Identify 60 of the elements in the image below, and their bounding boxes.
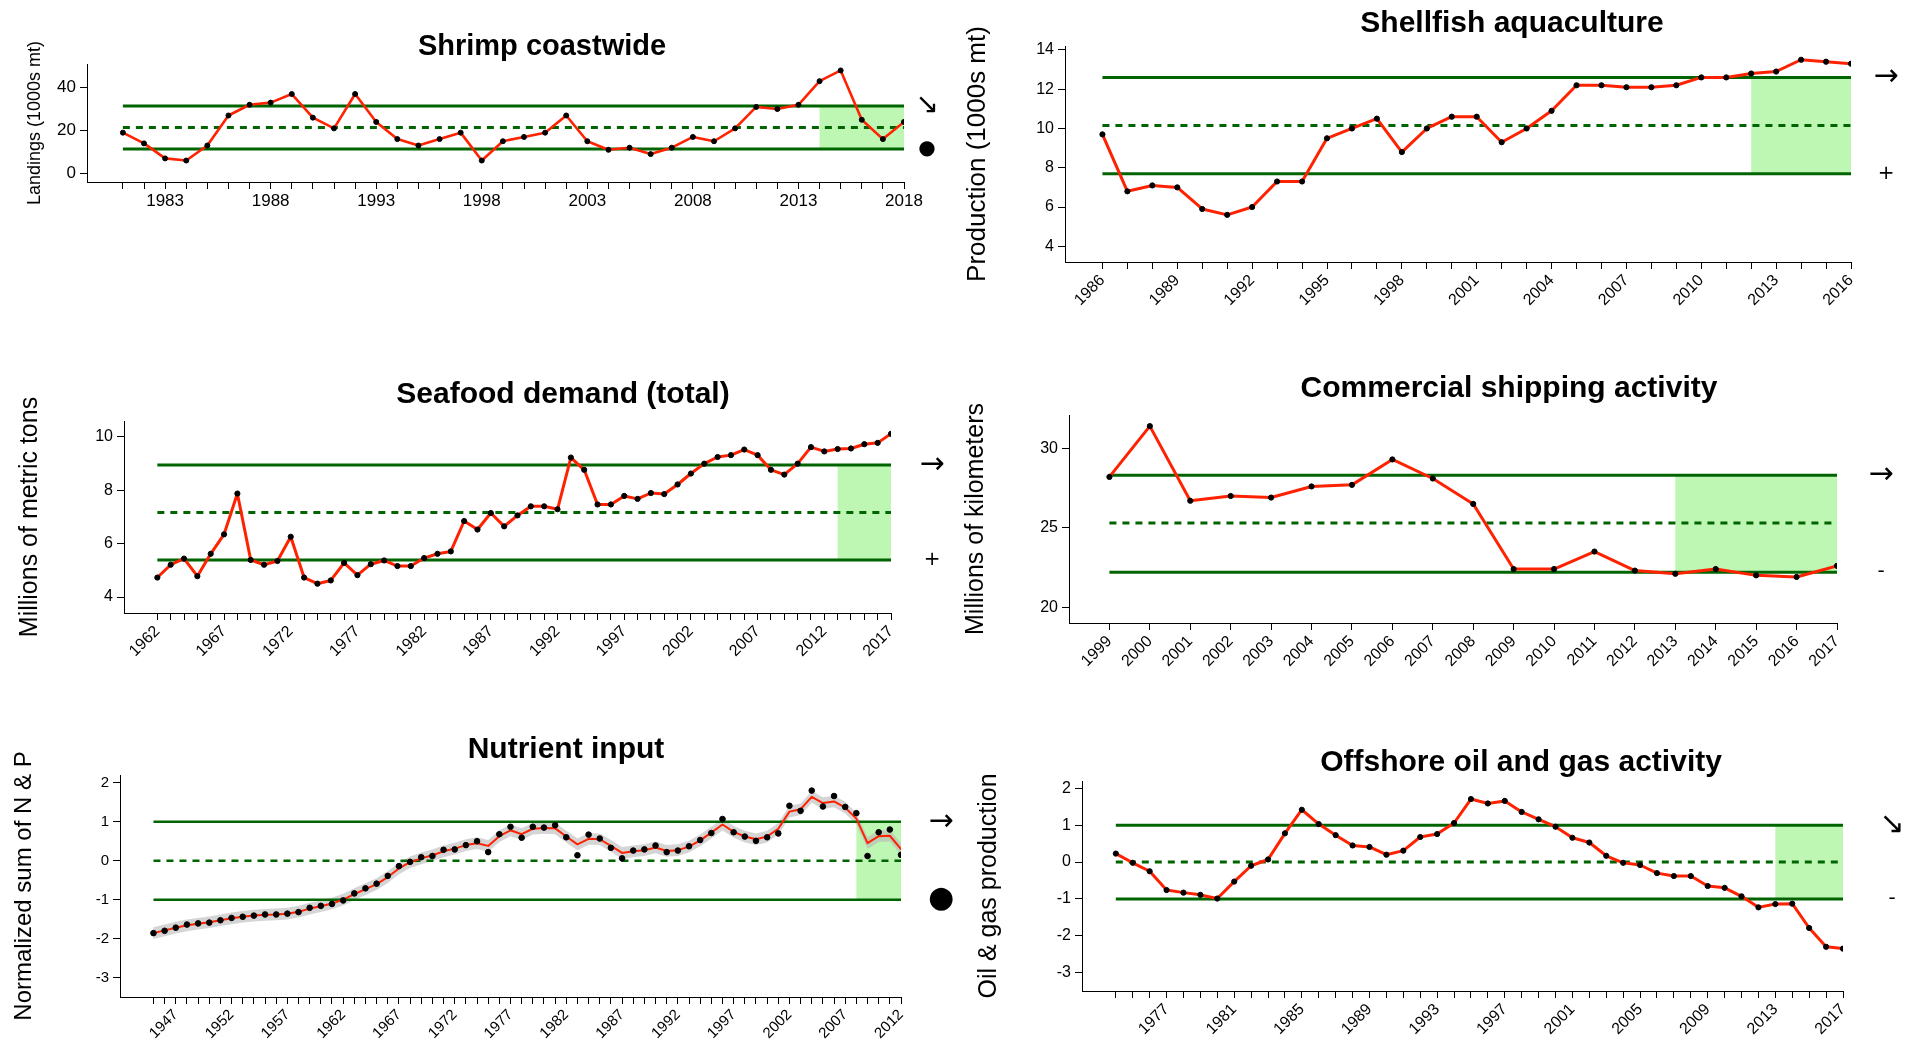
text: → <box>928 801 954 837</box>
y-tick-label: 0 <box>100 850 109 868</box>
y-tick-label: 14 <box>1036 40 1055 58</box>
y-tick-label: 10 <box>95 427 114 445</box>
y-tick-label: 0 <box>66 163 76 183</box>
text: → <box>1868 455 1894 491</box>
y-tick-label: 20 <box>57 120 76 140</box>
y-axis-title: Millions of metric tons <box>13 396 42 638</box>
y-tick-label: 30 <box>1040 438 1059 456</box>
chart-title: Offshore oil and gas activity <box>1320 744 1723 778</box>
text: → <box>1873 57 1899 93</box>
text: + <box>923 546 941 571</box>
y-tick-label: 10 <box>1036 118 1055 136</box>
text: - <box>1877 558 1885 583</box>
y-axis-title: Millions of kilometers <box>959 402 988 636</box>
y-tick-label: 8 <box>104 480 114 498</box>
text: ● <box>918 135 936 160</box>
y-tick-label: 8 <box>1045 158 1055 176</box>
y-tick-label: -3 <box>95 967 109 985</box>
x-tick-label: 2018 <box>885 190 923 210</box>
x-tick-label: 1998 <box>462 190 501 210</box>
chart-title: Seafood demand (total) <box>396 376 730 410</box>
y-tick-label: 40 <box>57 77 76 97</box>
y-tick-label: -1 <box>1056 889 1072 907</box>
text: - <box>1888 885 1896 910</box>
y-tick-label: 4 <box>1045 236 1055 254</box>
text: → <box>919 444 945 480</box>
y-tick-label: -2 <box>95 928 109 946</box>
y-tick-label: 1 <box>100 811 109 829</box>
text: + <box>1877 159 1895 184</box>
y-axis-title: Production (1000s mt) <box>961 26 992 282</box>
y-tick-label: 25 <box>1040 518 1059 536</box>
text: ↘ <box>915 87 939 121</box>
text: ● <box>927 879 955 915</box>
y-tick-label: -1 <box>95 889 109 907</box>
chart-title: Commercial shipping activity <box>1300 370 1718 404</box>
y-axis-title: Landings (1000s mt) <box>23 40 44 206</box>
chart-title: Shrimp coastwide <box>417 29 667 61</box>
chart-title: Nutrient input <box>467 731 665 765</box>
y-axis-title: Normalized sum of N & P <box>8 751 36 1021</box>
y-tick-label: 4 <box>104 587 114 605</box>
y-tick-label: 6 <box>1045 197 1055 215</box>
text: ↘ <box>1879 805 1905 841</box>
x-tick-label: 1988 <box>251 190 290 210</box>
y-tick-label: 20 <box>1040 597 1059 615</box>
x-tick-label: 2008 <box>673 190 712 210</box>
x-tick-label: 1983 <box>146 190 185 210</box>
y-tick-label: 6 <box>104 534 114 552</box>
y-tick-label: 12 <box>1036 79 1055 97</box>
y-axis-title: Oil & gas production <box>972 773 1001 999</box>
y-tick-label: 0 <box>1062 852 1072 870</box>
y-tick-label: 2 <box>1062 778 1072 796</box>
y-tick-label: -3 <box>1056 962 1072 980</box>
y-tick-label: 1 <box>1062 815 1072 833</box>
y-tick-label: 2 <box>100 772 109 790</box>
y-tick-label: -2 <box>1056 926 1072 944</box>
chart-title: Shellfish aquaculture <box>1360 5 1664 39</box>
x-tick-label: 2003 <box>568 190 607 210</box>
x-tick-label: 2013 <box>779 190 818 210</box>
x-tick-label: 1993 <box>357 190 396 210</box>
